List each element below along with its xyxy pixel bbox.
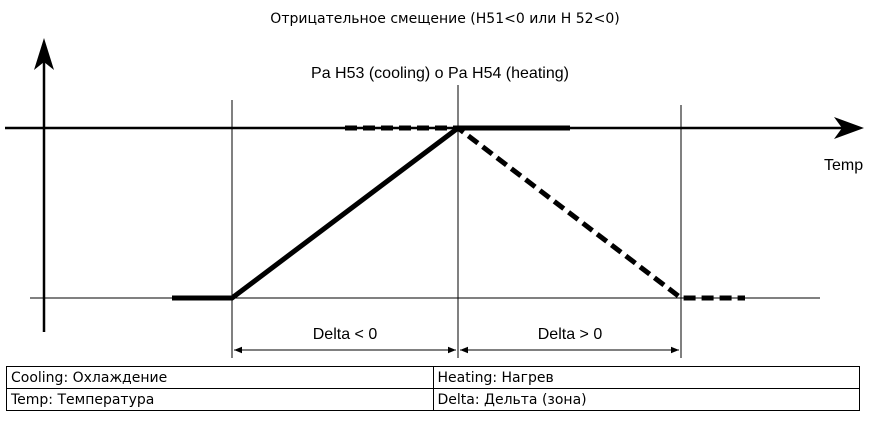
delta-label: Delta < 0 <box>313 326 378 343</box>
x-arrow <box>834 117 864 139</box>
table-row: Cooling: Охлаждение Heating: Нагрев <box>6 366 860 389</box>
table-row: Temp: Температура Delta: Дельта (зона) <box>6 388 860 411</box>
table-cell: Temp: Температура <box>6 388 434 411</box>
table-cell: Cooling: Охлаждение <box>6 366 434 389</box>
delta-label: Delta > 0 <box>538 326 603 343</box>
table-cell: Heating: Нагрев <box>432 366 860 389</box>
cooling-curve <box>172 125 570 301</box>
diagram-title: Отрицательное смещение (H51<0 или H 52<0… <box>270 11 619 27</box>
parameter-label: Pa H53 (cooling) o Pa H54 (heating) <box>311 65 569 82</box>
heating-curve <box>345 125 745 301</box>
legend-table: Cooling: Охлаждение Heating: Нагрев Temp… <box>6 366 860 411</box>
y-arrow <box>34 38 54 70</box>
table-cell: Delta: Дельта (зона) <box>432 388 860 411</box>
x-axis-label: Temp <box>824 157 863 174</box>
